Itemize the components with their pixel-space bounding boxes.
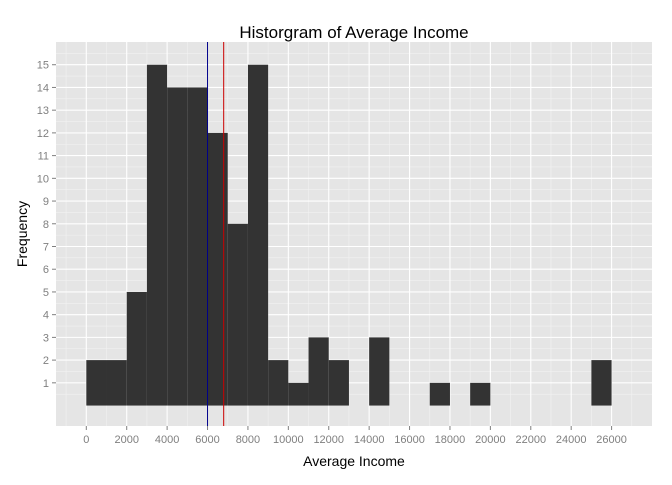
x-tick-label: 0: [83, 434, 89, 446]
x-tick-label: 12000: [313, 434, 344, 446]
histogram-bar: [328, 360, 349, 406]
y-axis-title: Frequency: [14, 201, 30, 267]
histogram-bar: [591, 360, 612, 406]
x-tick-label: 18000: [435, 434, 466, 446]
y-tick-label: 1: [43, 378, 49, 390]
x-tick-label: 4000: [155, 434, 179, 446]
x-tick-label: 26000: [596, 434, 627, 446]
histogram-bar: [227, 223, 248, 406]
histogram-bar: [247, 64, 269, 406]
x-axis-title: Average Income: [303, 453, 405, 469]
histogram-bar: [146, 64, 168, 406]
histogram-bars: [86, 64, 612, 406]
x-axis-ticks: 0 2000 4000 6000 8000 10000 12000 14000 16000 180…: [83, 426, 627, 446]
histogram-bar: [86, 360, 107, 406]
chart-title: Historgram of Average Income: [239, 23, 468, 42]
reference-lines: [207, 42, 225, 426]
y-tick-label: 5: [43, 287, 49, 299]
y-tick-label: 2: [43, 355, 49, 367]
x-tick-label: 24000: [556, 434, 587, 446]
y-tick-label: 7: [43, 241, 49, 253]
histogram-bar: [470, 382, 491, 406]
histogram-bar: [207, 132, 228, 406]
x-tick-label: 6000: [195, 434, 219, 446]
x-tick-label: 2000: [114, 434, 138, 446]
histogram-bar: [429, 382, 450, 406]
histogram-bar: [167, 87, 188, 406]
y-tick-label: 6: [43, 264, 49, 276]
histogram-bar: [268, 360, 289, 406]
x-tick-label: 16000: [394, 434, 425, 446]
histogram-bar: [288, 382, 309, 406]
y-tick-label: 9: [43, 196, 49, 208]
x-tick-label: 8000: [236, 434, 260, 446]
histogram-bar: [106, 360, 127, 406]
y-tick-label: 8: [43, 219, 49, 231]
y-tick-label: 4: [43, 310, 49, 322]
histogram-bar: [187, 87, 208, 406]
y-tick-label: 15: [37, 60, 49, 72]
x-tick-label: 10000: [273, 434, 304, 446]
x-tick-label: 22000: [515, 434, 546, 446]
x-tick-label: 14000: [354, 434, 385, 446]
y-tick-label: 11: [38, 151, 49, 163]
histogram-bar: [308, 337, 329, 406]
y-tick-label: 13: [37, 105, 49, 117]
y-tick-label: 10: [37, 173, 49, 185]
y-tick-label: 3: [43, 332, 49, 344]
y-tick-label: 12: [37, 128, 49, 140]
histogram-bar: [369, 337, 390, 406]
y-tick-label: 14: [37, 82, 49, 94]
histogram-bar: [126, 291, 147, 406]
x-tick-label: 20000: [475, 434, 506, 446]
